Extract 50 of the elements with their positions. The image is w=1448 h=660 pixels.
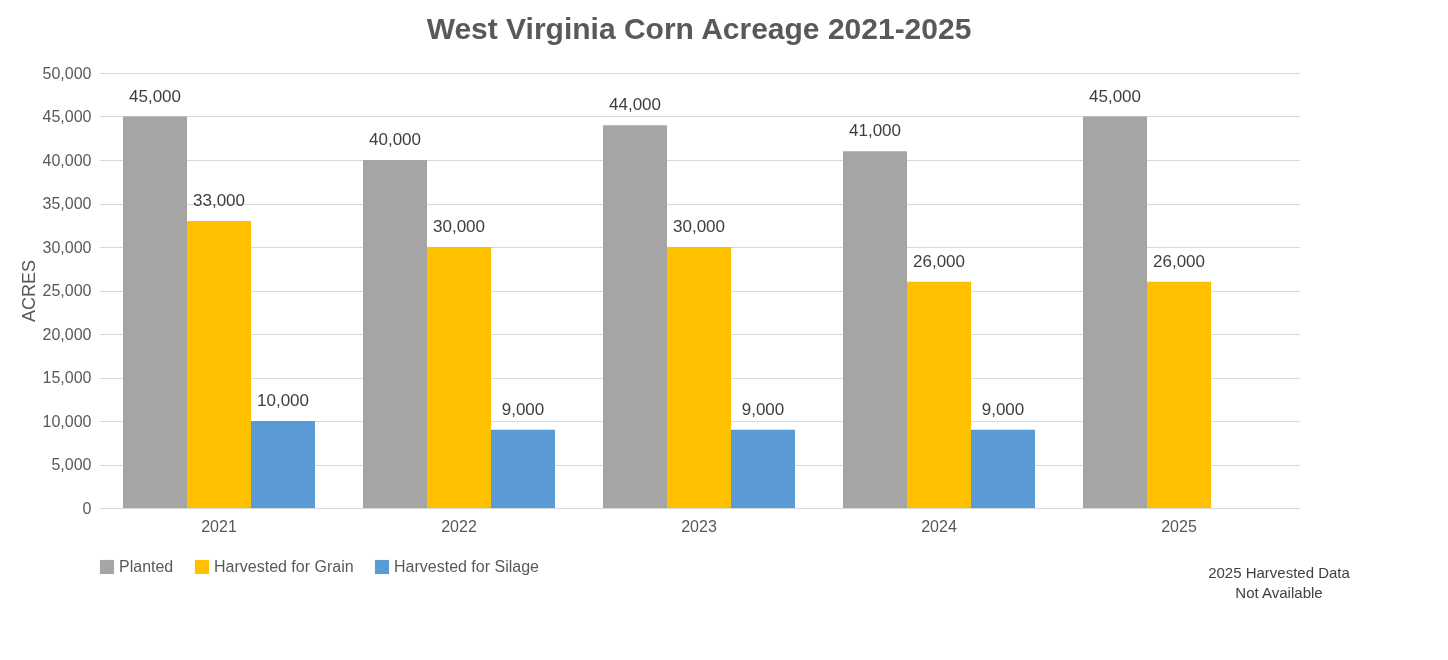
data-label: 9,000 [981,399,1025,419]
data-label: 45,000 [129,86,181,106]
y-tick-label: 0 [82,499,92,517]
bar [123,116,187,508]
y-tick-label: 5,000 [51,456,92,473]
bar [251,421,315,508]
data-label: 33,000 [193,190,245,210]
y-axis-title: ACRES [18,259,39,323]
data-label: 30,000 [673,217,725,236]
bar [491,429,555,508]
legend-label: Planted [119,558,174,575]
y-tick-label: 15,000 [42,369,92,386]
y-tick-label: 40,000 [42,151,92,169]
bar [603,125,667,508]
bar [731,429,795,508]
data-label: 45,000 [1089,86,1141,106]
bar [971,429,1035,508]
y-tick-label: 50,000 [42,64,92,82]
data-label: 10,000 [257,391,309,410]
bar [1147,281,1211,508]
x-tick-label: 2022 [441,517,477,535]
x-tick-label: 2025 [1161,517,1197,535]
bar [187,220,251,508]
y-tick-label: 30,000 [42,238,92,256]
data-label: 30,000 [433,217,485,236]
y-tick-label: 10,000 [42,412,92,430]
y-tick-label: 45,000 [42,108,92,125]
bar [907,281,971,508]
bar [363,160,427,508]
data-label: 41,000 [849,121,901,141]
data-label: 26,000 [1153,251,1205,271]
data-label: 9,000 [501,399,545,419]
x-tick-label: 2024 [921,517,957,535]
data-label: 9,000 [741,399,785,419]
bar [667,247,731,508]
legend-label: Harvested for Silage [394,558,540,575]
data-label: 26,000 [913,251,965,271]
y-tick-label: 25,000 [42,282,92,299]
y-tick-label: 35,000 [42,195,92,212]
data-label: 44,000 [609,95,661,115]
bar [1083,116,1147,508]
bar [843,151,907,508]
x-tick-label: 2021 [201,517,237,535]
data-label: 40,000 [369,130,421,149]
text: 2025 Harvested Data Not Available [1208,564,1351,601]
bar [427,247,491,508]
y-tick-label: 20,000 [42,325,92,343]
x-tick-label: 2023 [681,517,717,535]
chart-title: West Virginia Corn Acreage 2021-2025 [426,12,972,45]
legend-label: Harvested for Grain [214,558,354,575]
